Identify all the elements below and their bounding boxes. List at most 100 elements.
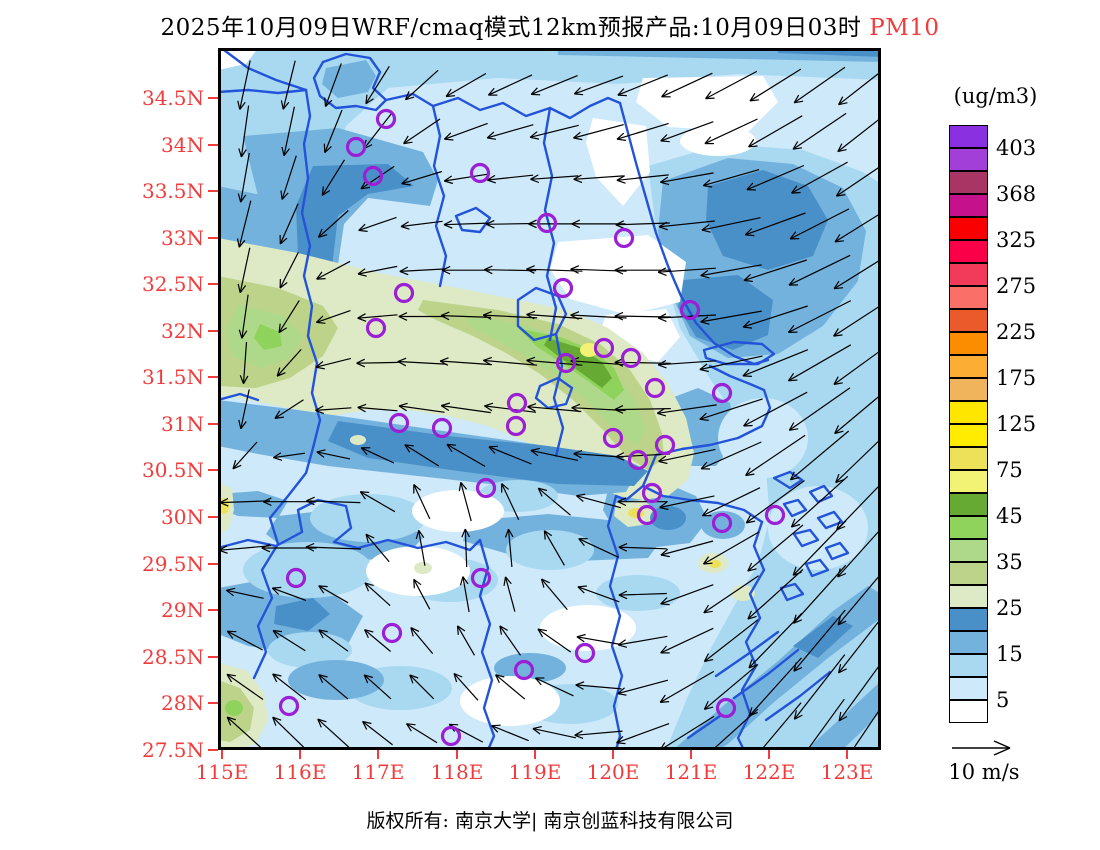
y-axis-tick (208, 563, 218, 565)
wind-arrow-stroke (657, 317, 667, 322)
legend-color-box (949, 631, 988, 654)
province-border-line (792, 528, 820, 548)
wind-vector-arrow (491, 724, 529, 742)
wind-arrow-stroke (835, 187, 842, 197)
wind-arrow-stroke (705, 97, 715, 100)
wind-arrow-stroke (398, 315, 408, 321)
wind-arrow-stroke (440, 405, 450, 412)
wind-arrow-stroke (226, 589, 234, 597)
wind-arrow-stroke (793, 66, 846, 104)
wind-arrow-stroke (409, 674, 435, 700)
legend-value-label: 403 (996, 136, 1037, 160)
wind-vector-arrow (461, 528, 470, 568)
wind-arrow-stroke (573, 75, 624, 95)
wind-arrow-stroke (530, 447, 540, 451)
wind-arrow-stroke (833, 280, 840, 290)
legend-value-label: 75 (996, 458, 1023, 482)
station-marker-circle (393, 282, 415, 304)
wind-arrow-stroke (788, 344, 852, 382)
wind-arrow-stroke (504, 528, 510, 538)
wind-arrow-stroke (324, 63, 342, 107)
wind-arrow-stroke (410, 627, 434, 654)
wind-arrow-stroke (406, 723, 438, 744)
wind-arrow-stroke (499, 625, 521, 656)
y-axis-label: 31N (161, 412, 204, 436)
wind-arrow-stroke (276, 348, 302, 377)
legend-value-label: 125 (996, 412, 1037, 436)
wind-vector-arrow (700, 441, 762, 470)
wind-arrow-stroke (530, 175, 579, 180)
wind-arrow-stroke (360, 165, 395, 190)
wind-arrow-stroke (409, 674, 419, 679)
wind-vector-arrow (788, 387, 851, 431)
wind-vector-arrow (404, 444, 440, 467)
concentration-fill-spot (650, 506, 686, 530)
wind-arrow-stroke (615, 222, 670, 226)
wind-arrow-stroke (703, 575, 759, 614)
wind-arrow-stroke (399, 268, 444, 272)
wind-arrow-stroke (278, 300, 300, 333)
concentration-fill-spot (494, 653, 566, 683)
wind-vector-arrow (833, 349, 881, 386)
wind-arrow-stroke (360, 447, 368, 456)
wind-arrow-stroke (537, 487, 543, 497)
wind-vector-arrow (789, 208, 850, 240)
wind-arrow-stroke (617, 74, 669, 96)
wind-arrow-stroke (283, 106, 295, 156)
wind-arrow-stroke (464, 528, 470, 538)
wind-arrow-stroke (541, 578, 568, 610)
wind-arrow-stroke (404, 91, 410, 100)
concentration-fill-spot (709, 560, 721, 568)
wind-arrow-stroke (240, 105, 250, 158)
station-marker-circle (440, 725, 462, 747)
wind-vector-arrow (504, 528, 514, 567)
x-axis-label: 119E (508, 760, 562, 784)
province-border-line (714, 630, 780, 678)
wind-arrow-stroke (237, 100, 241, 110)
wind-arrow-stroke (226, 716, 264, 750)
wind-vector-arrow (321, 159, 346, 196)
wind-arrow-stroke (787, 324, 795, 333)
wind-vector-arrow (410, 627, 434, 654)
province-border-line (478, 538, 496, 750)
wind-arrow-stroke (788, 387, 851, 431)
wind-vector-arrow (397, 357, 446, 367)
wind-arrow-stroke (749, 99, 759, 102)
wind-arrow-stroke (441, 269, 451, 275)
wind-vector-arrow (793, 66, 846, 104)
wind-vector-arrow (499, 625, 521, 656)
wind-arrow-stroke (791, 191, 801, 194)
wind-vector-arrow (705, 70, 758, 100)
wind-vector-arrow (446, 443, 486, 467)
y-axis-tick (208, 237, 218, 239)
wind-arrow-stroke (453, 673, 458, 683)
wind-arrow-stroke (360, 186, 370, 190)
wind-vector-arrow (837, 117, 881, 153)
wind-vector-arrow (576, 633, 621, 645)
wind-arrow-stroke (573, 174, 582, 180)
wind-arrow-stroke (219, 500, 271, 504)
wind-arrow-stroke (574, 93, 584, 96)
x-axis-tick (299, 750, 301, 759)
wind-arrow-stroke (838, 96, 844, 105)
wind-arrow-stroke (444, 173, 488, 182)
wind-vector-arrow (439, 357, 492, 366)
wind-arrow-stroke (358, 223, 366, 231)
wind-arrow-stroke (534, 677, 542, 686)
wind-arrow-stroke (460, 482, 468, 490)
wind-arrow-stroke (280, 190, 283, 200)
wind-arrow-stroke (403, 118, 441, 145)
wind-arrow-stroke (657, 267, 667, 273)
wind-arrow-stroke (315, 409, 325, 415)
wind-arrow-stroke (261, 543, 271, 549)
wind-arrow-stroke (748, 145, 758, 148)
wind-arrow-stroke (236, 238, 240, 248)
wind-arrow-stroke (747, 568, 757, 572)
wind-arrow-stroke (618, 590, 628, 596)
wind-arrow-stroke (833, 382, 843, 386)
wind-arrow-stroke (316, 260, 351, 280)
wind-arrow-stroke (535, 677, 574, 697)
wind-arrow-stroke (413, 484, 431, 520)
wind-arrow-stroke (365, 94, 368, 104)
concentration-fill-spot (768, 486, 868, 570)
